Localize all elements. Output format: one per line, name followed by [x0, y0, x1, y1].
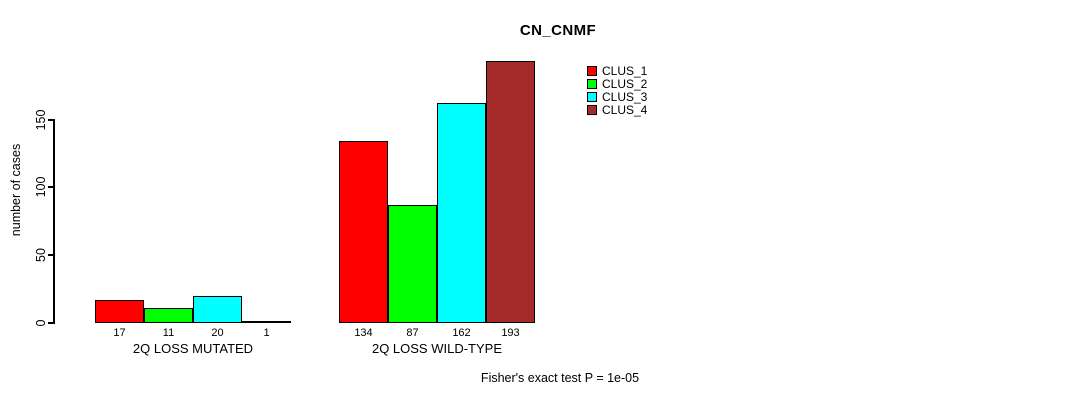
legend-swatch-icon: [587, 104, 597, 115]
legend-item: CLUS_4: [587, 102, 648, 117]
bar-value-label: 20: [211, 327, 224, 339]
bar-clus_2-mutated: [144, 308, 193, 323]
legend: CLUS_1 CLUS_2 CLUS_3 CLUS_4: [587, 63, 648, 117]
legend-swatch-icon: [587, 78, 597, 89]
annotation-text: Fisher's exact test P = 1e-05: [480, 371, 640, 385]
bar-clus_4-mutated: [242, 321, 291, 323]
bar-clus_3-wild-type: [437, 103, 486, 323]
legend-swatch-icon: [587, 91, 597, 102]
legend-label: CLUS_3: [602, 89, 648, 104]
bar-value-label: 193: [501, 327, 520, 339]
y-tick-mark: [48, 186, 55, 189]
y-tick-label: 50: [34, 248, 48, 263]
y-tick-mark: [48, 118, 55, 121]
chart-title: CN_CNMF: [519, 22, 597, 39]
legend-label: CLUS_2: [602, 76, 648, 91]
legend-swatch-icon: [587, 65, 597, 76]
legend-item: CLUS_1: [587, 63, 648, 78]
bar-value-label: 17: [113, 327, 126, 339]
category-label: 2Q LOSS MUTATED: [132, 341, 254, 356]
legend-item: CLUS_3: [587, 89, 648, 104]
category-label: 2Q LOSS WILD-TYPE: [371, 341, 503, 356]
legend-item: CLUS_2: [587, 76, 648, 91]
legend-label: CLUS_4: [602, 102, 648, 117]
bar-value-label: 1: [263, 327, 270, 339]
bar-clus_4-wild-type: [486, 61, 535, 323]
bar-clus_1-mutated: [95, 299, 144, 323]
y-tick-mark: [48, 322, 55, 324]
y-tick-mark: [48, 254, 55, 257]
bar-value-label: 162: [452, 327, 471, 339]
bar-clus_1-wild-type: [339, 141, 388, 323]
legend-label: CLUS_1: [602, 63, 648, 78]
bar-value-label: 11: [162, 327, 175, 339]
bar-value-label: 87: [406, 327, 419, 339]
y-axis-line: [53, 119, 55, 323]
bar-value-label: 134: [354, 327, 373, 339]
y-tick-label: 100: [34, 176, 48, 198]
y-tick-label: 150: [34, 109, 48, 131]
bar-clus_2-wild-type: [388, 205, 437, 323]
bar-clus_3-mutated: [193, 295, 242, 323]
y-tick-label: 0: [34, 319, 48, 327]
